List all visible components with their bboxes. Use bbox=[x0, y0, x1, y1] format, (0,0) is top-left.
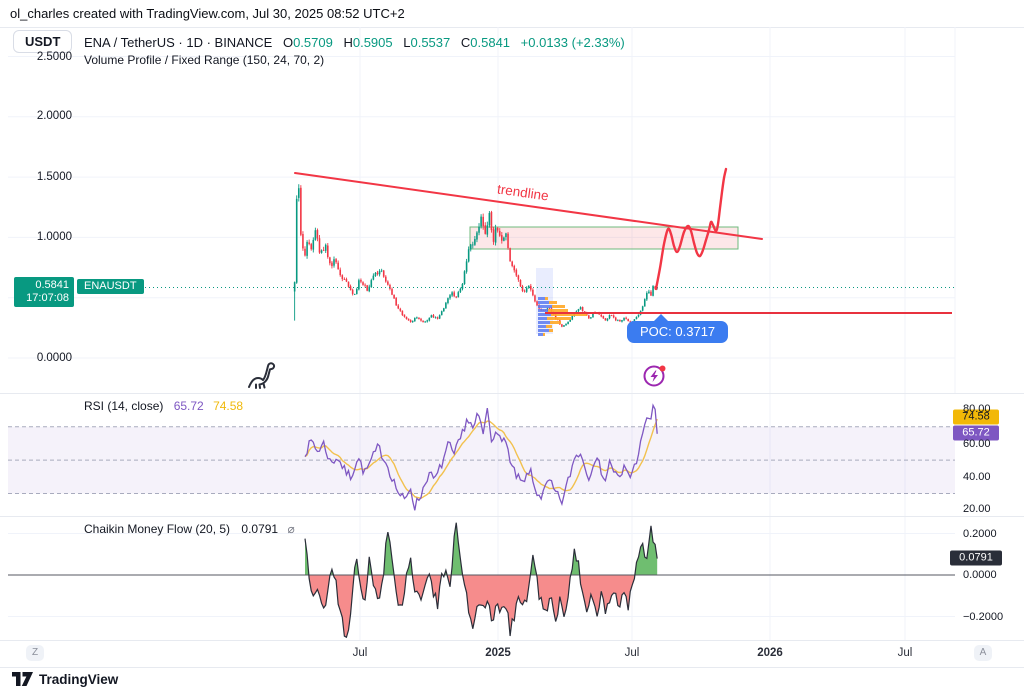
price-chart-canvas[interactable] bbox=[0, 27, 1024, 393]
last-price-value: 0.5841 bbox=[35, 279, 69, 291]
rsi-axis-label: 40.00 bbox=[963, 471, 991, 483]
rsi-title: RSI (14, close) bbox=[84, 399, 164, 413]
price-axis-label: 1.0000 bbox=[36, 231, 72, 243]
rsi-value-badge: 65.72 bbox=[953, 425, 999, 441]
symbol-legend[interactable]: ENA / TetherUS · 1D · BINANCE O0.5709 H0… bbox=[84, 35, 625, 50]
close-label: C bbox=[460, 35, 471, 50]
rsi-axis-label: 80.00 bbox=[963, 403, 991, 415]
timezone-badge[interactable]: Z bbox=[26, 645, 44, 661]
symbol-tag: ENAUSDT bbox=[77, 279, 144, 294]
flash-event-icon[interactable] bbox=[641, 361, 669, 389]
low-value: 0.5537 bbox=[410, 35, 451, 50]
panel-divider-cmf bbox=[0, 516, 1024, 517]
high-value: 0.5905 bbox=[352, 35, 393, 50]
rsi-value: 65.72 bbox=[173, 399, 204, 413]
rsi-ma-value: 74.58 bbox=[213, 399, 244, 413]
change-value: +0.0133 (+2.33%) bbox=[520, 35, 625, 50]
price-axis-label: 0.0000 bbox=[36, 352, 72, 364]
top-divider bbox=[0, 27, 1024, 28]
tradingview-brand-link[interactable]: TradingView bbox=[12, 672, 118, 687]
price-axis-label: 1.5000 bbox=[36, 171, 72, 183]
cmf-axis-label: −0.2000 bbox=[963, 611, 1004, 623]
price-axis-label: 2.5000 bbox=[36, 51, 72, 63]
bar-countdown: 17:07:08 bbox=[26, 292, 69, 304]
last-price-badge: 0.5841 17:07:08 bbox=[14, 277, 74, 307]
price-axis-label: 2.0000 bbox=[36, 110, 72, 122]
cmf-axis-label: 0.0000 bbox=[963, 569, 997, 581]
time-axis-label: Jul bbox=[897, 647, 913, 659]
close-value: 0.5841 bbox=[470, 35, 511, 50]
rsi-ma-badge: 74.58 bbox=[953, 409, 999, 425]
dinosaur-icon[interactable] bbox=[246, 358, 278, 392]
time-axis-label: 2025 bbox=[485, 647, 511, 659]
rsi-legend[interactable]: RSI (14, close) 65.72 74.58 bbox=[84, 399, 243, 413]
cmf-axis-label: 0.2000 bbox=[963, 528, 997, 540]
brand-text: TradingView bbox=[39, 672, 119, 687]
cmf-value: 0.0791 bbox=[241, 522, 279, 536]
cmf-value-badge: 0.0791 bbox=[950, 550, 1002, 566]
open-value: 0.5709 bbox=[293, 35, 333, 50]
indicator-legend-volume-profile[interactable]: Volume Profile / Fixed Range (150, 24, 7… bbox=[84, 53, 325, 67]
currency-toggle-button[interactable]: USDT bbox=[13, 30, 73, 53]
time-axis-label: 2026 bbox=[757, 647, 783, 659]
tradingview-logo bbox=[12, 672, 33, 686]
low-label: L bbox=[403, 35, 411, 50]
open-label: O bbox=[282, 35, 294, 50]
time-axis-label: Jul bbox=[624, 647, 640, 659]
rsi-axis-label: 20.00 bbox=[963, 503, 991, 515]
cmf-legend[interactable]: Chaikin Money Flow (20, 5) 0.0791 ⌀ bbox=[84, 522, 295, 536]
poc-tooltip: POC: 0.3717 bbox=[627, 314, 729, 343]
rsi-chart-canvas[interactable] bbox=[0, 393, 1024, 517]
time-axis-label: Jul bbox=[352, 647, 368, 659]
panel-divider-rsi bbox=[0, 393, 1024, 394]
auto-scale-badge[interactable]: A bbox=[974, 645, 992, 661]
rsi-axis-label: 60.00 bbox=[963, 438, 991, 450]
cmf-chart-canvas[interactable] bbox=[0, 517, 1024, 640]
cmf-title: Chaikin Money Flow (20, 5) bbox=[84, 522, 231, 536]
time-axis[interactable] bbox=[0, 640, 1024, 668]
high-label: H bbox=[343, 35, 353, 50]
symbol-title: ENA / TetherUS · 1D · BINANCE bbox=[84, 35, 273, 50]
attribution-text: ol_charles created with TradingView.com,… bbox=[10, 6, 405, 21]
cmf-average-icon: ⌀ bbox=[287, 522, 295, 536]
